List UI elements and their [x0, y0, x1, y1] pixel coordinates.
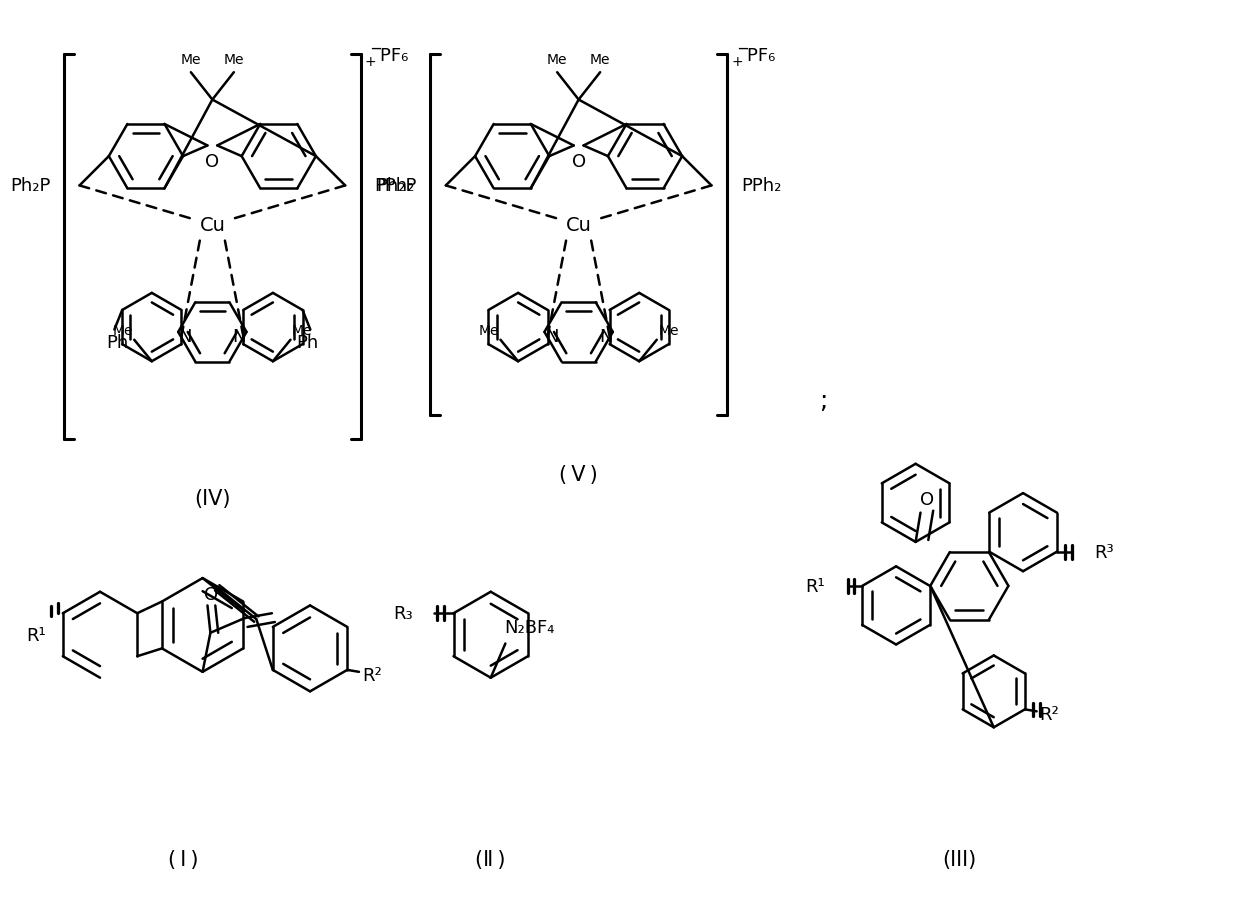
Text: PPh₂: PPh₂ — [740, 178, 781, 195]
Text: ̅PF₆: ̅PF₆ — [381, 46, 409, 65]
Text: (IV): (IV) — [195, 488, 231, 508]
Text: +: + — [732, 55, 743, 68]
Text: Me: Me — [658, 323, 678, 338]
Text: ̅PF₆: ̅PF₆ — [746, 46, 775, 65]
Text: R³: R³ — [1094, 543, 1114, 561]
Text: PPh₂: PPh₂ — [374, 178, 415, 195]
Text: Me: Me — [181, 53, 201, 67]
Text: Me: Me — [590, 53, 610, 67]
Text: R²: R² — [362, 666, 382, 684]
Text: ;: ; — [818, 389, 827, 413]
Text: N₂BF₄: N₂BF₄ — [505, 619, 556, 636]
Text: Me: Me — [547, 53, 568, 67]
Text: +: + — [365, 55, 377, 68]
Text: N: N — [544, 328, 558, 346]
Text: Me: Me — [223, 53, 244, 67]
Text: Cu: Cu — [565, 216, 591, 235]
Text: Cu: Cu — [200, 216, 226, 235]
Text: O: O — [206, 153, 219, 171]
Text: O: O — [572, 153, 585, 171]
Text: O: O — [205, 585, 218, 603]
Text: Ph₂P: Ph₂P — [376, 178, 417, 195]
Text: N: N — [179, 328, 192, 346]
Text: N: N — [599, 328, 613, 346]
Text: N: N — [233, 328, 247, 346]
Text: (III): (III) — [942, 849, 977, 869]
Text: Me: Me — [113, 323, 133, 338]
Text: R₃: R₃ — [393, 605, 413, 622]
Text: Me: Me — [291, 323, 312, 338]
Text: Ph: Ph — [296, 333, 319, 352]
Text: ( V ): ( V ) — [559, 464, 598, 484]
Text: R¹: R¹ — [805, 578, 825, 595]
Text: O: O — [920, 490, 935, 508]
Text: ( I ): ( I ) — [167, 849, 198, 869]
Text: (Ⅱ ): (Ⅱ ) — [475, 849, 506, 869]
Text: Ph: Ph — [107, 333, 129, 352]
Text: Me: Me — [479, 323, 498, 338]
Text: R²: R² — [1039, 705, 1059, 723]
Text: Ph₂P: Ph₂P — [10, 178, 50, 195]
Text: R¹: R¹ — [26, 626, 46, 644]
